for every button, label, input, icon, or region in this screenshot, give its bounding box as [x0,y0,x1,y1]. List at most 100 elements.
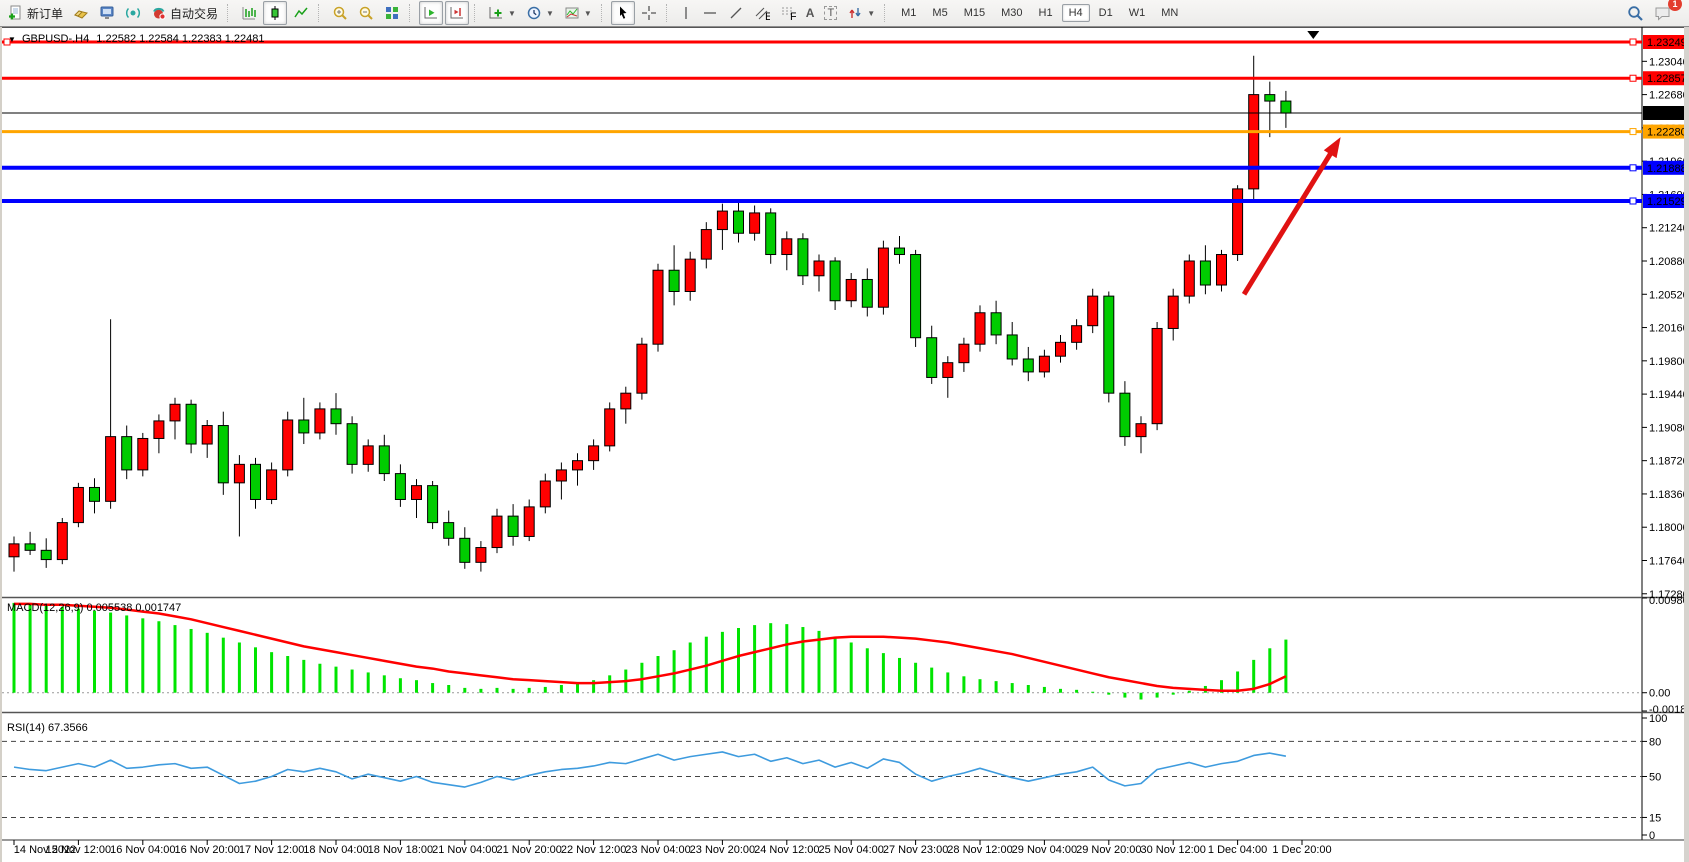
zoom-in-icon [333,6,347,20]
svg-text:1 Dec 04:00: 1 Dec 04:00 [1208,844,1267,856]
svg-text:1.17640: 1.17640 [1649,555,1689,567]
horizontal-lines[interactable]: 1.23249 1.22857 1.22280 1.21888 1.21529 [2,35,1689,208]
metaeditor-icon [100,6,114,19]
autotrading-icon [153,7,166,20]
notifications-button[interactable]: 1 [1650,0,1682,25]
svg-text:16 Nov 04:00: 16 Nov 04:00 [110,844,175,856]
cursor-button[interactable] [610,1,635,25]
hline-handle[interactable] [1629,197,1637,205]
timeframe-MN[interactable]: MN [1161,7,1179,19]
svg-text:1.21240: 1.21240 [1649,223,1689,235]
indicators-button[interactable]: ▼ [484,1,520,25]
svg-text:25 Nov 04:00: 25 Nov 04:00 [818,844,883,856]
indicators-icon [489,7,503,19]
arrows-tool-button[interactable]: ▼ [843,1,879,25]
macd-axis: 0.009805 0.00 -0.001891 [1642,595,1689,716]
svg-text:15 Nov 12:00: 15 Nov 12:00 [46,844,111,856]
charts-gallery-button[interactable] [69,1,93,25]
notification-badge: 1 [1668,0,1682,11]
rsi-axis: 100 80 50 15 0 [1642,713,1667,842]
tile-windows-button[interactable] [380,1,404,25]
hline-price-label: 1.22857 [1647,73,1687,85]
signals-icon [126,7,140,19]
hline-handle[interactable] [1629,38,1637,46]
fibonacci-retracement-button[interactable]: F [776,1,800,25]
toolbar: 新订单 自动交易 [0,0,1689,27]
equidistant-channel-button[interactable]: E [750,1,774,25]
svg-text:1.19080: 1.19080 [1649,422,1689,434]
new-order-button[interactable]: 新订单 [4,1,67,25]
svg-text:1.23040: 1.23040 [1649,56,1689,68]
timeframe-H1[interactable]: H1 [1038,7,1053,19]
vertical-line-button[interactable] [676,1,696,25]
arrow-head [1323,137,1341,159]
svg-text:23 Nov 04:00: 23 Nov 04:00 [625,844,690,856]
pane-frame [2,27,1689,862]
horizontal-line-button[interactable] [698,1,722,25]
templates-button[interactable]: ▼ [560,1,596,25]
equidistant-channel-icon: E [755,7,770,21]
zoom-out-button[interactable] [354,1,378,25]
timeframe-M1[interactable]: M1 [901,7,917,19]
svg-text:18 Nov 18:00: 18 Nov 18:00 [368,844,433,856]
chart-window: 1.230401.226801.223201.219601.216001.212… [0,27,1689,862]
auto-scroll-button[interactable] [419,1,444,25]
signals-button[interactable] [121,1,145,25]
autotrading-button[interactable]: 自动交易 [147,1,222,25]
line-chart-icon [294,7,308,18]
chevron-down-icon: ▼ [545,8,554,18]
periods-button[interactable]: ▼ [522,1,558,25]
timeframe-H4[interactable]: H4 [1061,4,1090,22]
zoom-out-icon [359,6,373,20]
svg-text:28 Nov 12:00: 28 Nov 12:00 [947,844,1012,856]
line-chart-button[interactable] [289,1,313,25]
svg-text:17 Nov 12:00: 17 Nov 12:00 [239,844,304,856]
svg-text:29 Nov 20:00: 29 Nov 20:00 [1076,844,1141,856]
trend-arrow-annotation[interactable] [1241,137,1341,296]
svg-text:100: 100 [1649,713,1667,725]
timeframe-M30[interactable]: M30 [1001,7,1023,19]
chart-canvas[interactable]: 1.230401.226801.223201.219601.216001.212… [2,27,1689,862]
bar-chart-icon [242,7,256,20]
timeframe-M15[interactable]: M15 [963,7,986,19]
crosshair-button[interactable] [637,1,661,25]
chart-shift-button[interactable] [445,1,470,25]
hline-handle[interactable] [1629,164,1637,172]
text-label-tool-button[interactable]: T [820,1,841,25]
text-label-tool-label: T [824,6,838,20]
templates-icon [565,7,579,19]
text-tool-button[interactable]: A [802,1,819,25]
toolbar-separator [227,4,232,22]
hline-handle[interactable] [1629,74,1637,82]
macd-histogram [12,602,1288,700]
hline-handle[interactable] [1629,128,1637,136]
hline-price-label: 1.21529 [1647,196,1687,208]
metaeditor-button[interactable] [95,1,119,25]
arrows-tool-icon [849,8,861,18]
candlestick-chart-button[interactable] [263,1,288,25]
timeframe-W1[interactable]: W1 [1128,7,1146,19]
text-tool-label: A [805,6,815,20]
svg-text:18 Nov 04:00: 18 Nov 04:00 [303,844,368,856]
search-button[interactable] [1622,1,1648,25]
timeframe-M5[interactable]: M5 [932,7,948,19]
bar-chart-button[interactable] [237,1,261,25]
candlesticks [8,55,1292,572]
cursor-icon [619,6,627,19]
clock-icon [527,6,541,20]
trendline-button[interactable] [724,1,748,25]
autotrading-label: 自动交易 [170,6,219,21]
hline-handle[interactable] [3,38,11,46]
svg-text:F: F [790,11,796,21]
svg-text:1.18360: 1.18360 [1649,489,1689,501]
timeframe-D1[interactable]: D1 [1098,7,1113,19]
svg-text:0: 0 [1649,830,1655,842]
vertical-line-icon [685,7,687,19]
search-icon [1628,6,1643,21]
chart-shift-icon [450,7,464,19]
svg-text:15: 15 [1649,812,1661,824]
zoom-in-button[interactable] [328,1,352,25]
svg-text:23 Nov 20:00: 23 Nov 20:00 [690,844,755,856]
bid-line: 1.22481 [2,105,1689,120]
top-marker-icon[interactable] [1307,31,1320,39]
